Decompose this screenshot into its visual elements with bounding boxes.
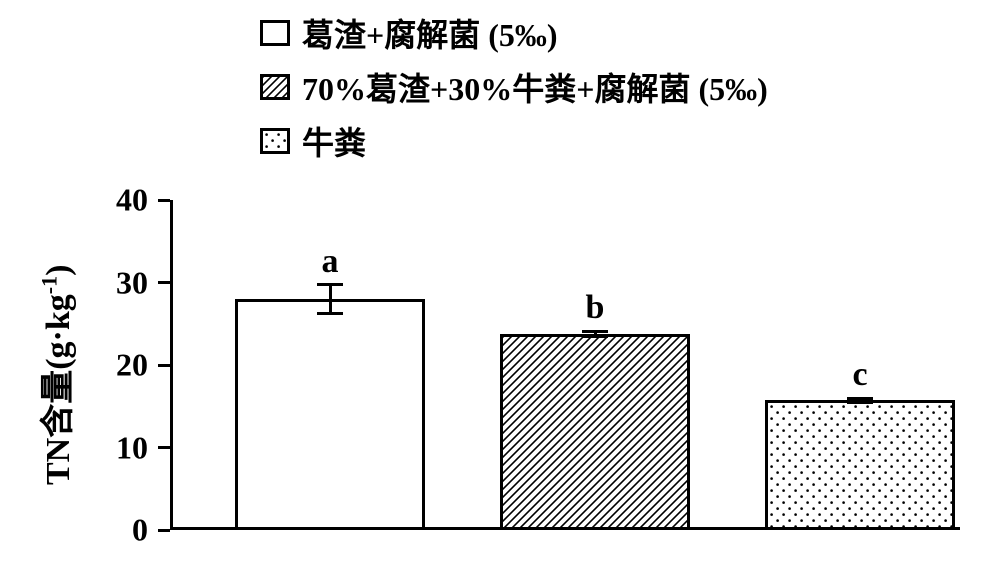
plot-area: a b c: [170, 200, 960, 530]
errorbar-cap-bottom: [317, 312, 343, 315]
bar-rect: [500, 334, 690, 530]
errorbar-stem: [329, 285, 332, 313]
bar-cow_manure: c: [765, 200, 955, 530]
bar-rect: [235, 299, 425, 530]
y-tick-mark: [158, 364, 170, 367]
y-axis-line: [170, 200, 173, 530]
y-tick-mark: [158, 446, 170, 449]
y-tick-label: 0: [98, 512, 148, 549]
figure: 葛渣+腐解菌 (5‰) 70%葛渣+30%牛粪+腐解菌 (5‰) 牛粪 TN含量(g…: [0, 0, 1000, 571]
legend-swatch-icon: [260, 20, 290, 46]
y-axis-title-sup: -1: [37, 276, 62, 294]
y-axis-title: TN含量(g·kg-1): [30, 265, 79, 485]
legend-swatch-icon: [260, 128, 290, 154]
bar-gezha_fjj: a: [235, 200, 425, 530]
legend-item-mix_70_30: 70%葛渣+30%牛粪+腐解菌 (5‰): [260, 64, 768, 110]
legend-label: 牛粪: [302, 118, 366, 164]
errorbar-cap-top: [582, 330, 608, 333]
legend-item-gezha_fjj: 葛渣+腐解菌 (5‰): [260, 10, 768, 56]
y-tick-mark: [158, 199, 170, 202]
legend-label: 葛渣+腐解菌 (5‰): [302, 10, 558, 56]
legend: 葛渣+腐解菌 (5‰) 70%葛渣+30%牛粪+腐解菌 (5‰) 牛粪: [260, 10, 768, 172]
y-tick-label: 30: [98, 264, 148, 301]
errorbar-cap-top: [317, 283, 343, 286]
errorbar-cap-bottom: [582, 335, 608, 338]
legend-item-cow_manure: 牛粪: [260, 118, 768, 164]
y-axis-title-text: TN含量(g·kg: [40, 294, 77, 485]
y-tick-mark: [158, 529, 170, 532]
sig-letter: c: [852, 356, 867, 394]
y-tick-mark: [158, 281, 170, 284]
errorbar-cap-top: [847, 397, 873, 400]
legend-label: 70%葛渣+30%牛粪+腐解菌 (5‰): [302, 64, 768, 110]
y-tick-label: 20: [98, 347, 148, 384]
bar-rect: [765, 400, 955, 530]
legend-swatch-icon: [260, 74, 290, 100]
y-tick-label: 40: [98, 182, 148, 219]
y-tick-label: 10: [98, 429, 148, 466]
y-axis-title-close: ): [40, 265, 77, 276]
sig-letter: b: [586, 289, 605, 327]
bar-mix_70_30: b: [500, 200, 690, 530]
sig-letter: a: [322, 243, 339, 281]
errorbar-cap-bottom: [847, 401, 873, 404]
